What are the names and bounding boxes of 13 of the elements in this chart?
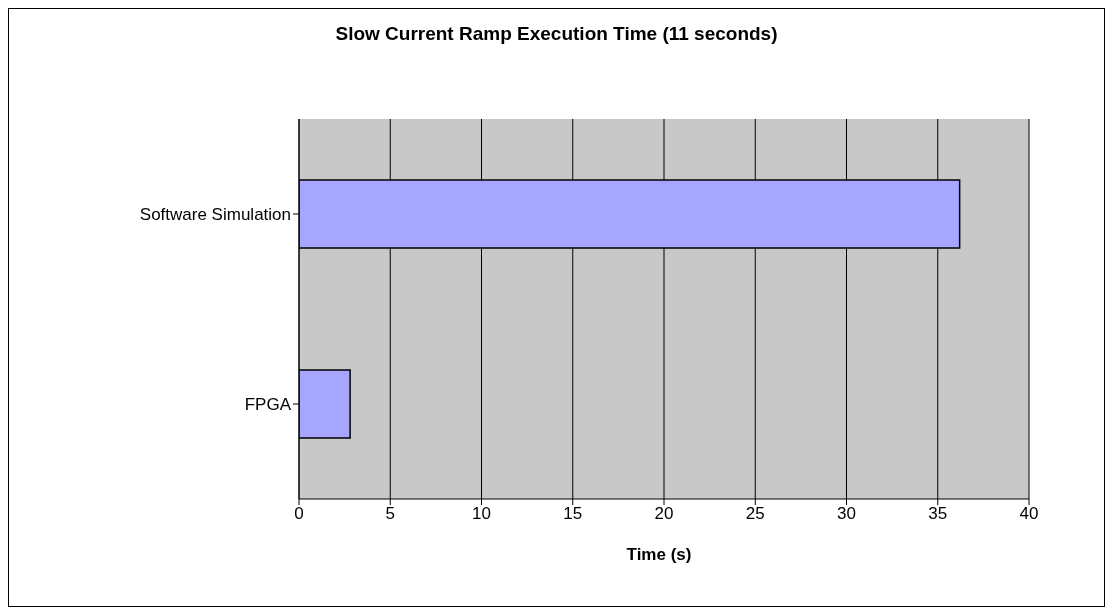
chart-title: Slow Current Ramp Execution Time (11 seconds)	[334, 23, 779, 45]
y-tick-label: FPGA	[244, 395, 292, 415]
x-tick-label: 35	[928, 504, 948, 524]
x-tick-label: 5	[385, 504, 395, 524]
x-axis-title: Time (s)	[625, 545, 693, 565]
x-tick-label: 15	[563, 504, 583, 524]
x-tick-label: 30	[837, 504, 856, 524]
x-tick-label: 25	[745, 504, 765, 524]
x-tick-label: 10	[472, 504, 491, 524]
x-tick-label: 40	[1019, 504, 1039, 524]
y-tick-label: Software Simulation	[139, 205, 291, 225]
x-tick-label: 0	[294, 504, 304, 524]
x-tick-label: 20	[654, 504, 674, 524]
